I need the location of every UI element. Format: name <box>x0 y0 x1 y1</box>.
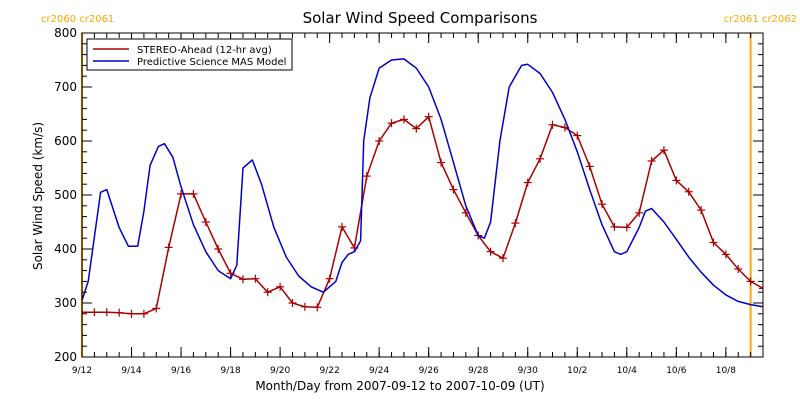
data-point-1-8 <box>164 243 173 252</box>
legend-label-2: Predictive Science MAS Model <box>137 57 286 68</box>
data-point-1-56 <box>759 284 763 293</box>
carrington-marker-label-2: cr2061 cr2062 <box>724 14 797 25</box>
data-point-1-19 <box>300 302 309 311</box>
data-point-1-38 <box>536 154 545 163</box>
axes: 200 300 400 500 600 700 800 9/12 9/14 9/16 9/18 9/2… <box>54 26 764 376</box>
data-point-1-44 <box>610 222 619 231</box>
x-tick-label-8: 9/26 <box>419 366 439 376</box>
data-point-1-14 <box>238 275 247 284</box>
data-point-1-48 <box>659 146 668 155</box>
data-point-1-2 <box>90 308 99 317</box>
data-point-1-52 <box>709 238 718 247</box>
data-point-1-16 <box>263 288 272 297</box>
data-point-1-31 <box>449 185 458 194</box>
x-tick-label-13: 10/6 <box>666 366 686 376</box>
data-point-1-39 <box>548 120 557 129</box>
data-point-1-34 <box>486 247 495 256</box>
data-point-1-36 <box>511 219 520 228</box>
series-line-2 <box>82 58 763 308</box>
data-point-1-46 <box>635 208 644 217</box>
data-point-1-17 <box>276 282 285 291</box>
data-point-1-25 <box>375 137 384 145</box>
x-tick-label-3: 9/16 <box>171 366 191 376</box>
x-tick-label-9: 9/28 <box>468 366 488 376</box>
data-point-1-41 <box>573 131 582 140</box>
data-point-1-42 <box>585 162 594 171</box>
y-tick-label-4: 500 <box>54 188 77 202</box>
x-tick-label-12: 10/4 <box>617 366 637 376</box>
data-point-1-20 <box>313 303 322 312</box>
data-point-1-1 <box>82 308 86 317</box>
y-tick-label-6: 700 <box>54 80 77 94</box>
data-point-1-22 <box>338 222 347 231</box>
x-tick-label-5: 9/20 <box>270 366 290 376</box>
data-point-1-55 <box>746 277 755 286</box>
legend-item-1: STEREO-Ahead (12-hr avg) <box>93 45 272 56</box>
series-2 <box>82 58 763 308</box>
data-point-1-30 <box>437 158 446 167</box>
data-point-1-28 <box>412 124 421 133</box>
x-tick-label-6: 9/22 <box>320 366 340 376</box>
y-tick-label-5: 600 <box>54 134 77 148</box>
x-tick-label-7: 9/24 <box>369 366 389 376</box>
data-point-1-15 <box>251 274 260 283</box>
data-point-1-47 <box>647 156 656 165</box>
data-point-1-7 <box>152 304 161 313</box>
data-point-1-10 <box>189 189 198 198</box>
y-tick-label-7: 800 <box>54 26 77 40</box>
carrington-marker-label-1: cr2060 cr2061 <box>41 14 114 25</box>
data-point-1-12 <box>214 245 223 253</box>
data-point-1-6 <box>139 309 148 318</box>
data-point-1-50 <box>684 187 693 196</box>
y-tick-label-1: 200 <box>54 350 77 364</box>
x-axis-label: Month/Day from 2007-09-12 to 2007-10-09 … <box>255 379 544 393</box>
legend-box <box>86 38 293 71</box>
x-tick-label-1: 9/12 <box>72 366 92 376</box>
x-tick-label-4: 9/18 <box>220 366 240 376</box>
y-tick-label-3: 400 <box>54 242 77 256</box>
data-point-1-24 <box>362 172 371 181</box>
data-point-1-53 <box>721 250 730 259</box>
legend-item-2: Predictive Science MAS Model <box>93 57 286 68</box>
x-tick-label-10: 9/30 <box>518 366 538 376</box>
x-tick-label-2: 9/14 <box>121 366 141 376</box>
x-tick-label-14: 10/8 <box>716 366 736 376</box>
data-point-1-37 <box>523 178 532 187</box>
data-point-1-35 <box>498 254 507 263</box>
data-point-1-43 <box>598 200 607 209</box>
data-point-1-18 <box>288 299 297 307</box>
data-point-1-3 <box>102 308 111 317</box>
series-layer <box>82 58 763 318</box>
series-1 <box>82 112 763 318</box>
legend: STEREO-Ahead (12-hr avg)Predictive Scien… <box>86 38 293 71</box>
data-point-1-29 <box>424 112 433 121</box>
y-axis-label: Solar Wind Speed (km/s) <box>31 122 45 270</box>
y-tick-label-2: 300 <box>54 296 77 310</box>
data-point-1-51 <box>697 206 706 215</box>
data-point-1-5 <box>127 309 136 318</box>
data-point-1-4 <box>115 308 124 317</box>
data-point-1-49 <box>672 176 681 185</box>
data-point-1-11 <box>201 218 210 226</box>
data-point-1-26 <box>387 119 396 128</box>
x-tick-label-11: 10/2 <box>567 366 587 376</box>
chart-title: Solar Wind Speed Comparisons <box>303 9 538 27</box>
data-point-1-54 <box>734 264 743 273</box>
legend-label-1: STEREO-Ahead (12-hr avg) <box>137 45 272 56</box>
data-point-1-45 <box>622 223 631 232</box>
data-point-1-27 <box>399 115 408 124</box>
data-point-1-21 <box>325 274 334 283</box>
